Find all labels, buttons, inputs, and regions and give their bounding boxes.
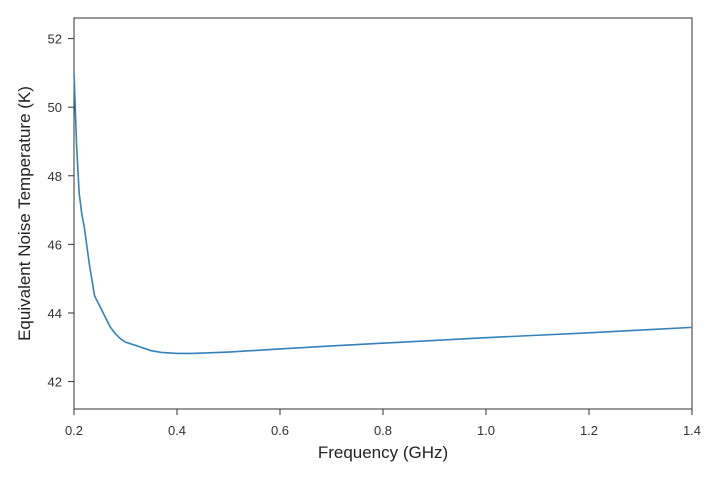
y-tick-label: 42 — [48, 375, 62, 390]
y-axis: 42 44 46 48 50 52 — [48, 32, 74, 390]
y-tick-label: 50 — [48, 100, 62, 115]
x-tick-label: 0.4 — [168, 423, 186, 438]
y-tick-label: 44 — [48, 306, 62, 321]
plot-area — [73, 17, 693, 410]
y-axis-label: Equivalent Noise Temperature (K) — [15, 86, 34, 341]
x-tick-label: 1.4 — [683, 423, 701, 438]
x-tick-label: 1.0 — [477, 423, 495, 438]
y-tick-label: 48 — [48, 169, 62, 184]
y-tick-label: 46 — [48, 237, 62, 252]
y-tick-label: 52 — [48, 32, 62, 47]
series-line — [73, 72, 693, 355]
x-tick-label: 0.2 — [65, 423, 83, 438]
x-tick-label: 1.2 — [580, 423, 598, 438]
x-tick-label: 0.6 — [271, 423, 289, 438]
x-axis: 0.2 0.4 0.6 0.8 1.0 1.2 1.4 — [65, 409, 701, 438]
x-axis-label: Frequency (GHz) — [318, 443, 448, 462]
x-tick-label: 0.8 — [374, 423, 392, 438]
